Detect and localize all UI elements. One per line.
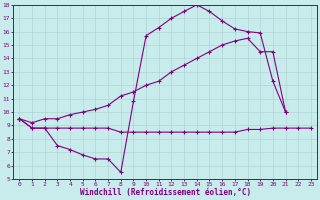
X-axis label: Windchill (Refroidissement éolien,°C): Windchill (Refroidissement éolien,°C) [80,188,251,197]
